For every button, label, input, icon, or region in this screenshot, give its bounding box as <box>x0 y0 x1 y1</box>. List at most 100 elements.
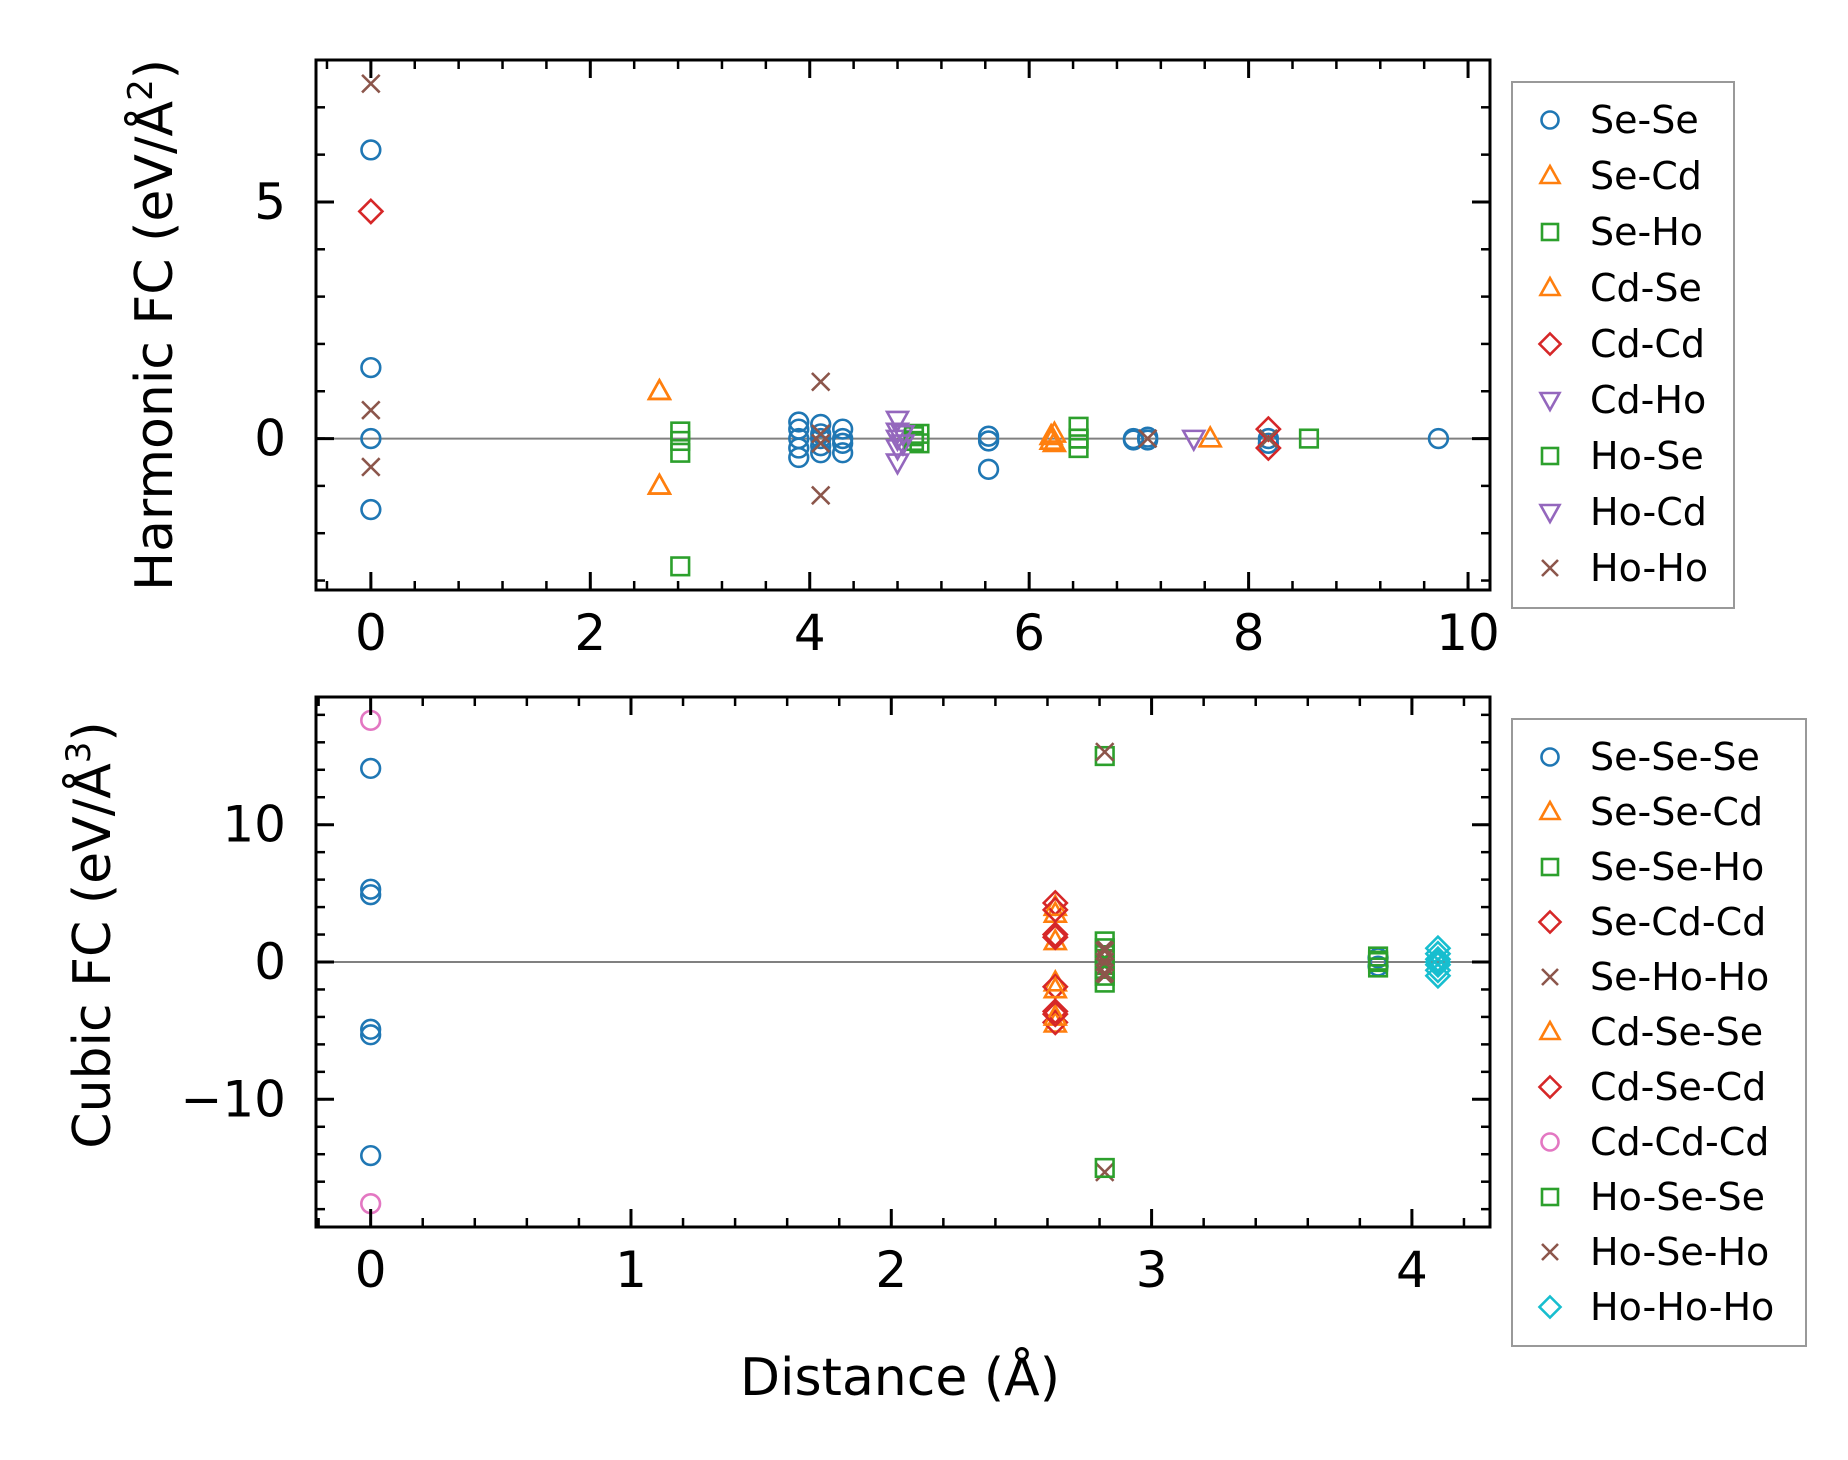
harmonic-legend-marker <box>1540 110 1560 130</box>
cubic-point-ho-ho-ho <box>1424 945 1452 973</box>
harmonic-point-cd-ho <box>884 439 911 462</box>
harmonic-x-tick-label: 4 <box>794 604 826 662</box>
harmonic-point-cd-ho <box>884 422 911 446</box>
harmonic-point-ho-se <box>1068 428 1089 449</box>
cubic-point-ho-se-se <box>1094 1157 1115 1179</box>
harmonic-y-tick-label: 0 <box>254 410 286 468</box>
cubic-legend-label: Se-Cd-Cd <box>1590 900 1766 944</box>
cubic-point-se-ho-ho <box>1095 938 1115 958</box>
cubic-series-layer <box>316 709 1490 1215</box>
harmonic-series-layer <box>316 73 1490 577</box>
harmonic-point-se-ho <box>1298 428 1320 449</box>
harmonic-point-se-se <box>832 418 854 440</box>
harmonic-plot-frame <box>314 58 1492 592</box>
cubic-plot-frame <box>314 695 1492 1229</box>
harmonic-legend-marker <box>1538 503 1562 525</box>
harmonic-point-se-se <box>788 446 810 469</box>
harmonic-x-tick-label: 2 <box>574 604 606 662</box>
cubic-tick-layer: 0 1 2 3 4 −10 0 10 <box>180 697 1490 1299</box>
harmonic-legend-marker <box>1540 222 1560 242</box>
cubic-y-tick-label: 0 <box>254 933 286 991</box>
harmonic-legend-marker <box>1541 559 1559 577</box>
harmonic-point-se-se <box>788 437 810 459</box>
cubic-point-ho-se-se <box>1094 938 1115 959</box>
distance-x-axis-label: Distance (Å) <box>740 1346 1060 1408</box>
harmonic-point-cd-cd <box>357 198 385 225</box>
harmonic-point-ho-ho <box>361 457 381 477</box>
cubic-point-se-se-se <box>360 1018 382 1040</box>
harmonic-y-axis-label: Harmonic FC (eV/Å2) <box>121 59 185 591</box>
cubic-legend-marker <box>1541 968 1559 986</box>
harmonic-point-cd-cd <box>1254 415 1282 443</box>
harmonic-point-ho-ho <box>810 424 831 444</box>
cubic-x-tick-label: 4 <box>1396 1241 1428 1299</box>
harmonic-point-ho-ho <box>810 485 831 506</box>
cubic-point-se-se-se <box>360 1144 382 1167</box>
harmonic-series-cd-cd <box>357 198 1282 462</box>
cubic-point-se-se-se <box>360 884 382 906</box>
cubic-point-se-se-se <box>360 757 382 780</box>
cubic-y-tick-label: −10 <box>180 1070 286 1128</box>
harmonic-point-se-ho <box>670 430 691 452</box>
harmonic-legend-label: Cd-Se <box>1590 266 1702 310</box>
harmonic-point-se-se <box>1427 427 1450 450</box>
harmonic-point-cd-ho <box>884 410 911 434</box>
cubic-legend: Se-Se-Se Se-Se-Cd Se-Se-Ho Se-Cd-Cd Se-Ho-Ho… <box>1511 718 1807 1347</box>
cubic-x-tick-label: 1 <box>615 1241 647 1299</box>
harmonic-legend-marker <box>1538 163 1562 185</box>
cubic-point-cd-se-se <box>1042 893 1068 917</box>
harmonic-series-cd-ho <box>884 410 1207 476</box>
cubic-y-axis-label: Cubic FC (eV/Å3) <box>59 721 123 1148</box>
cubic-legend-marker <box>1537 1294 1563 1320</box>
harmonic-legend-label: Ho-Se <box>1590 434 1704 478</box>
harmonic-point-se-se <box>1257 432 1280 454</box>
harmonic-x-tick-label: 10 <box>1436 604 1500 662</box>
harmonic-point-cd-se <box>646 377 673 401</box>
cubic-legend-marker <box>1538 799 1562 821</box>
harmonic-point-se-se <box>832 442 854 464</box>
cubic-point-ho-ho-ho <box>1424 956 1452 984</box>
cubic-point-se-se-ho <box>1094 745 1115 767</box>
harmonic-point-se-cd <box>1197 424 1223 448</box>
harmonic-legend-label: Se-Ho <box>1590 210 1703 254</box>
harmonic-legend-marker <box>1537 331 1563 357</box>
harmonic-point-ho-ho <box>1258 428 1279 449</box>
cubic-point-cd-se-cd <box>1041 896 1069 924</box>
harmonic-point-se-se <box>1137 429 1159 451</box>
cubic-legend-label: Cd-Cd-Cd <box>1590 1120 1769 1164</box>
harmonic-fc-panel: 0 2 4 6 8 10 0 5 Harmonic FC (eV/Å2) Se-Se Se-Cd… <box>121 58 1735 662</box>
harmonic-point-ho-ho <box>1137 428 1158 449</box>
harmonic-point-ho-ho <box>810 372 831 392</box>
cubic-point-cd-se-cd <box>1041 1000 1069 1028</box>
harmonic-point-se-se <box>810 435 832 457</box>
harmonic-point-se-se <box>810 427 832 450</box>
harmonic-point-se-se <box>360 139 382 161</box>
cubic-legend-label: Ho-Ho-Ho <box>1590 1285 1774 1329</box>
harmonic-legend-label: Cd-Ho <box>1590 378 1706 422</box>
harmonic-x-tick-label: 8 <box>1233 604 1265 662</box>
harmonic-point-se-ho <box>1068 416 1089 437</box>
cubic-legend-marker <box>1538 1019 1562 1041</box>
cubic-series-ho-ho-ho <box>1424 934 1452 990</box>
harmonic-point-se-se <box>977 430 1000 452</box>
harmonic-point-se-se <box>832 432 854 454</box>
cubic-legend-marker <box>1541 1243 1559 1261</box>
harmonic-point-se-se <box>977 458 1000 480</box>
harmonic-point-se-ho <box>670 442 691 463</box>
harmonic-point-ho-cd <box>890 434 916 457</box>
cubic-series-ho-se-se <box>1094 938 1389 1179</box>
cubic-legend-marker <box>1540 1187 1560 1207</box>
harmonic-series-ho-cd <box>890 424 916 457</box>
harmonic-point-ho-ho <box>810 433 831 454</box>
harmonic-series-cd-se <box>646 377 1064 495</box>
harmonic-point-cd-ho <box>884 453 911 476</box>
cubic-legend-box <box>1511 718 1807 1347</box>
harmonic-point-ho-ho <box>361 73 381 94</box>
cubic-point-se-cd-cd <box>1041 998 1069 1025</box>
cubic-point-cd-se-se <box>1042 975 1068 999</box>
harmonic-point-se-se <box>788 411 810 433</box>
cubic-x-tick-label: 3 <box>1136 1241 1168 1299</box>
cubic-point-se-cd-cd <box>1041 921 1069 948</box>
cubic-legend-label: Se-Ho-Ho <box>1590 955 1769 999</box>
harmonic-point-ho-ho <box>361 400 381 420</box>
